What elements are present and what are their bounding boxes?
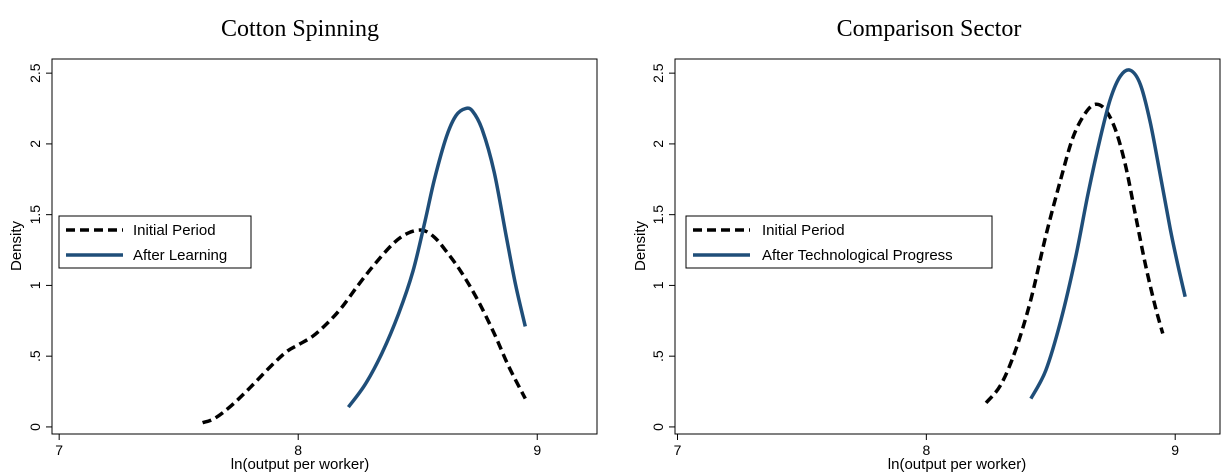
legend-label-after: After Learning [133,247,227,264]
x-tick-label: 8 [922,442,930,458]
series-lines [202,106,527,425]
plot-frame [674,58,1221,435]
y-tick-label: 0 [650,423,666,431]
plot-frame [51,58,598,435]
x-tick-label: 7 [674,442,682,458]
legend-label-initial: Initial Period [133,222,216,239]
x-tick-label: 8 [294,442,302,458]
series-line-after [346,106,527,409]
legend-label-initial: Initial Period [762,222,845,239]
y-axis-label: Density [8,220,25,271]
y-tick-label: 2 [650,140,666,148]
x-tick-label: 9 [533,442,541,458]
axis-ticks: 7 8 9 0 .5 1 1.5 2 2.5 [27,63,541,458]
y-tick-label: 1 [27,281,43,289]
y-tick-label: 0 [27,423,43,431]
legend: Initial Period After Learning [58,215,252,269]
legend-label-after: After Technological Progress [762,247,953,264]
y-tick-label: 1.5 [650,205,666,225]
x-axis-label: ln(output per worker) [231,456,369,473]
series-line-initial-period [984,102,1165,405]
legend: Initial Period After Technological Progr… [685,215,993,269]
y-tick-label: .5 [650,350,666,362]
panel-comparison-sector: Comparison Sector 7 8 9 0 .5 1 1.5 2 2.5 Initial… [632,16,1221,473]
y-tick-label: 2.5 [27,63,43,83]
x-axis-label: ln(output per worker) [888,456,1026,473]
x-tick-label: 9 [1171,442,1179,458]
chart-title: Comparison Sector [837,16,1022,42]
y-tick-label: 1.5 [27,205,43,225]
panel-cotton-spinning: Cotton Spinning 7 8 9 0 .5 1 1.5 2 2.5 Initial P… [8,16,598,473]
y-tick-label: 1 [650,281,666,289]
axis-ticks: 7 8 9 0 .5 1 1.5 2 2.5 [650,63,1179,458]
x-tick-label: 7 [55,442,63,458]
series-line-initial-period [202,228,527,425]
y-tick-label: 2.5 [650,63,666,83]
legend-box [685,215,993,269]
y-axis-label: Density [632,220,649,271]
series-lines [984,68,1187,405]
series-line-after [1029,68,1187,400]
y-tick-label: .5 [27,350,43,362]
legend-box [58,215,252,269]
chart-title: Cotton Spinning [221,16,379,42]
y-tick-label: 2 [27,140,43,148]
